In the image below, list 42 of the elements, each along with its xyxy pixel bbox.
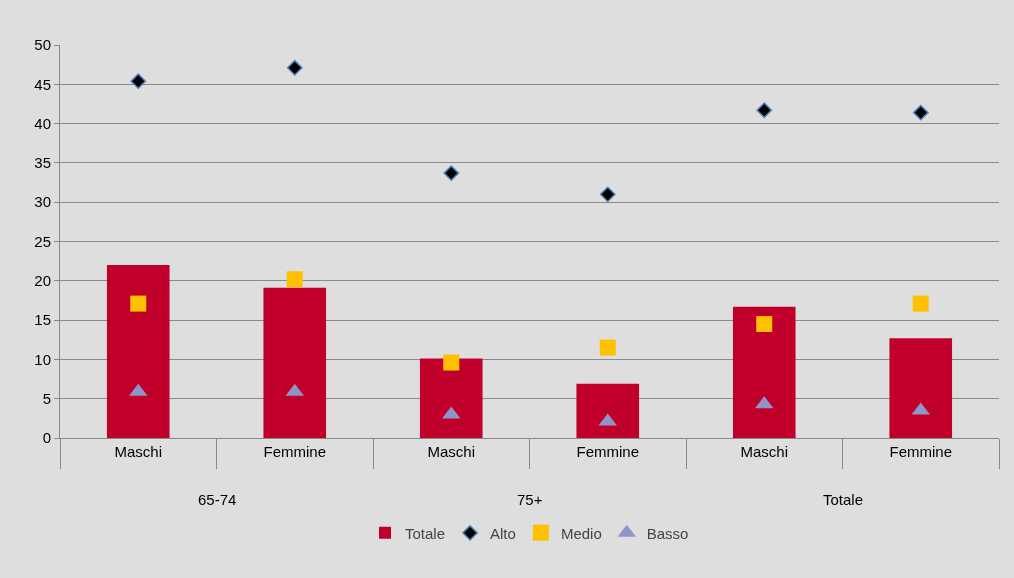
x-tick-label: Maschi [427,443,476,460]
point [130,295,147,312]
point [443,165,460,182]
y-tick-label: 25 [34,232,51,250]
legend-label: Totale [405,524,446,542]
x-tick-label: Maschi [740,443,789,460]
y-tick-label: 50 [34,36,51,54]
x-tick-label: Femmine [889,443,953,460]
bar [106,265,170,438]
bar [732,306,796,438]
text: 65-74 [198,491,237,508]
y-tick-label: 30 [34,193,51,211]
point [286,59,303,76]
point [756,102,773,119]
bar [263,287,327,438]
bar [576,383,640,438]
bar [889,338,953,438]
y-tick-label: 40 [34,114,51,132]
y-tick-label: 0 [42,429,51,447]
x-tick-label: Maschi [114,443,163,460]
point [443,354,460,371]
y-tick-label: 15 [34,311,51,329]
point [599,186,616,203]
legend-label: Basso [646,524,689,542]
legend-label: Medio [560,524,602,542]
y-tick-label: 20 [34,272,51,290]
point [130,73,147,90]
text: 75+ [517,491,543,508]
y-tick-label: 35 [34,154,51,172]
point [286,271,303,288]
y-tick-label: 10 [34,350,51,368]
point [599,339,616,356]
legend-label: Alto [490,524,516,542]
point [912,295,929,312]
point [756,316,773,333]
y-tick-label: 45 [34,75,51,93]
bar [419,358,483,438]
y-tick-label: 5 [42,389,51,407]
point [912,104,929,121]
x-tick-label: Femmine [576,443,640,460]
x-tick-label: Femmine [263,443,327,460]
text: Totale [823,491,864,508]
